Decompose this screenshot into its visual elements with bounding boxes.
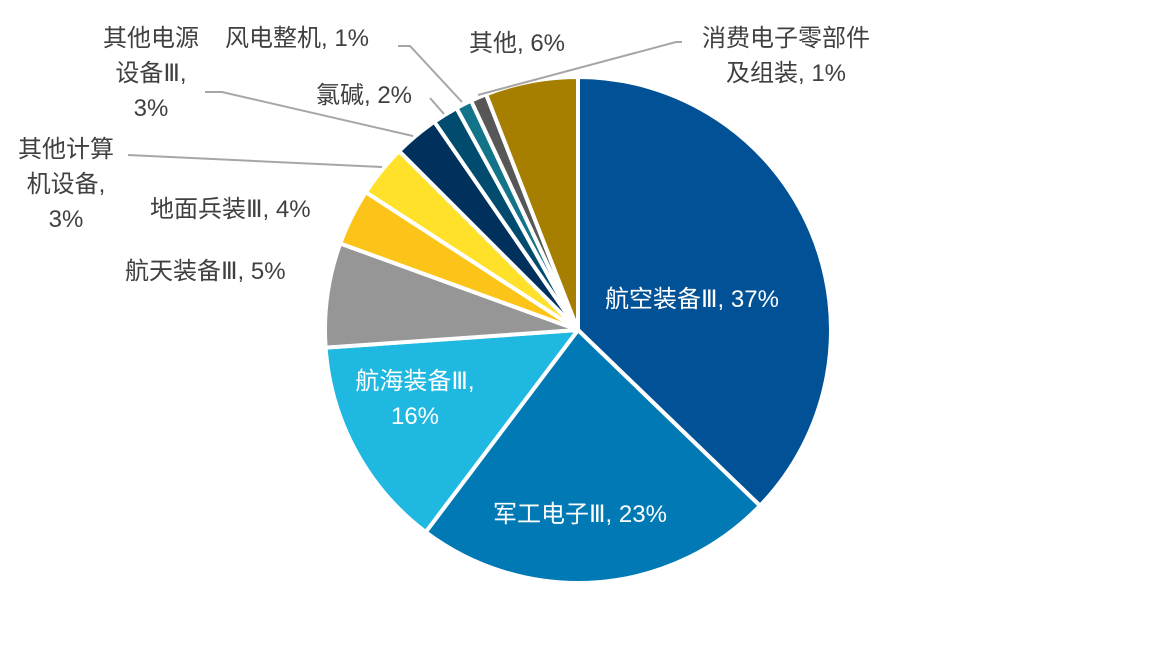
label-power-line2: 设备Ⅲ, bbox=[115, 59, 187, 87]
leader-line-consumer bbox=[477, 41, 682, 96]
leader-line-computer bbox=[127, 154, 383, 168]
label-power-line1: 其他电源 bbox=[103, 25, 199, 52]
label-computer-line3: 3% bbox=[48, 205, 84, 233]
leader-line-chlor bbox=[429, 97, 445, 115]
pie-slice-0 bbox=[576, 75, 833, 508]
label-power: 其他电源 设备Ⅲ, 3% bbox=[95, 22, 207, 126]
pie-slice-1 bbox=[423, 328, 762, 585]
label-power-line3: 3% bbox=[133, 94, 169, 122]
leader-line-power bbox=[205, 91, 414, 137]
leader-line-wind bbox=[398, 45, 463, 103]
label-naval: 航海装备Ⅲ, 16% bbox=[340, 365, 490, 435]
label-ground: 地面兵装Ⅲ, 4% bbox=[150, 196, 311, 223]
label-wind: 风电整机, 1% bbox=[225, 25, 370, 52]
label-aerospace: 航天装备Ⅲ, 5% bbox=[125, 258, 286, 285]
label-consumer-line1: 消费电子零部件 bbox=[702, 25, 870, 52]
label-consumer-electronics: 消费电子零部件 及组装, 1% bbox=[686, 22, 886, 92]
pie-slice-2 bbox=[323, 328, 580, 535]
label-naval-line1: 航海装备Ⅲ, bbox=[355, 368, 475, 395]
label-consumer-line2: 及组装, 1% bbox=[725, 59, 847, 87]
label-computer: 其他计算 机设备, 3% bbox=[10, 133, 122, 237]
label-military-electronics: 军工电子Ⅲ, 23% bbox=[493, 501, 667, 528]
label-computer-line2: 机设备, bbox=[26, 170, 106, 198]
label-computer-line1: 其他计算 bbox=[18, 136, 114, 163]
label-naval-line2: 16% bbox=[390, 402, 440, 430]
label-other: 其他, 6% bbox=[469, 30, 566, 57]
label-chlor-alkali: 氯碱, 2% bbox=[316, 82, 413, 109]
leader-lines bbox=[127, 41, 682, 168]
label-aviation: 航空装备Ⅲ, 37% bbox=[605, 286, 779, 313]
